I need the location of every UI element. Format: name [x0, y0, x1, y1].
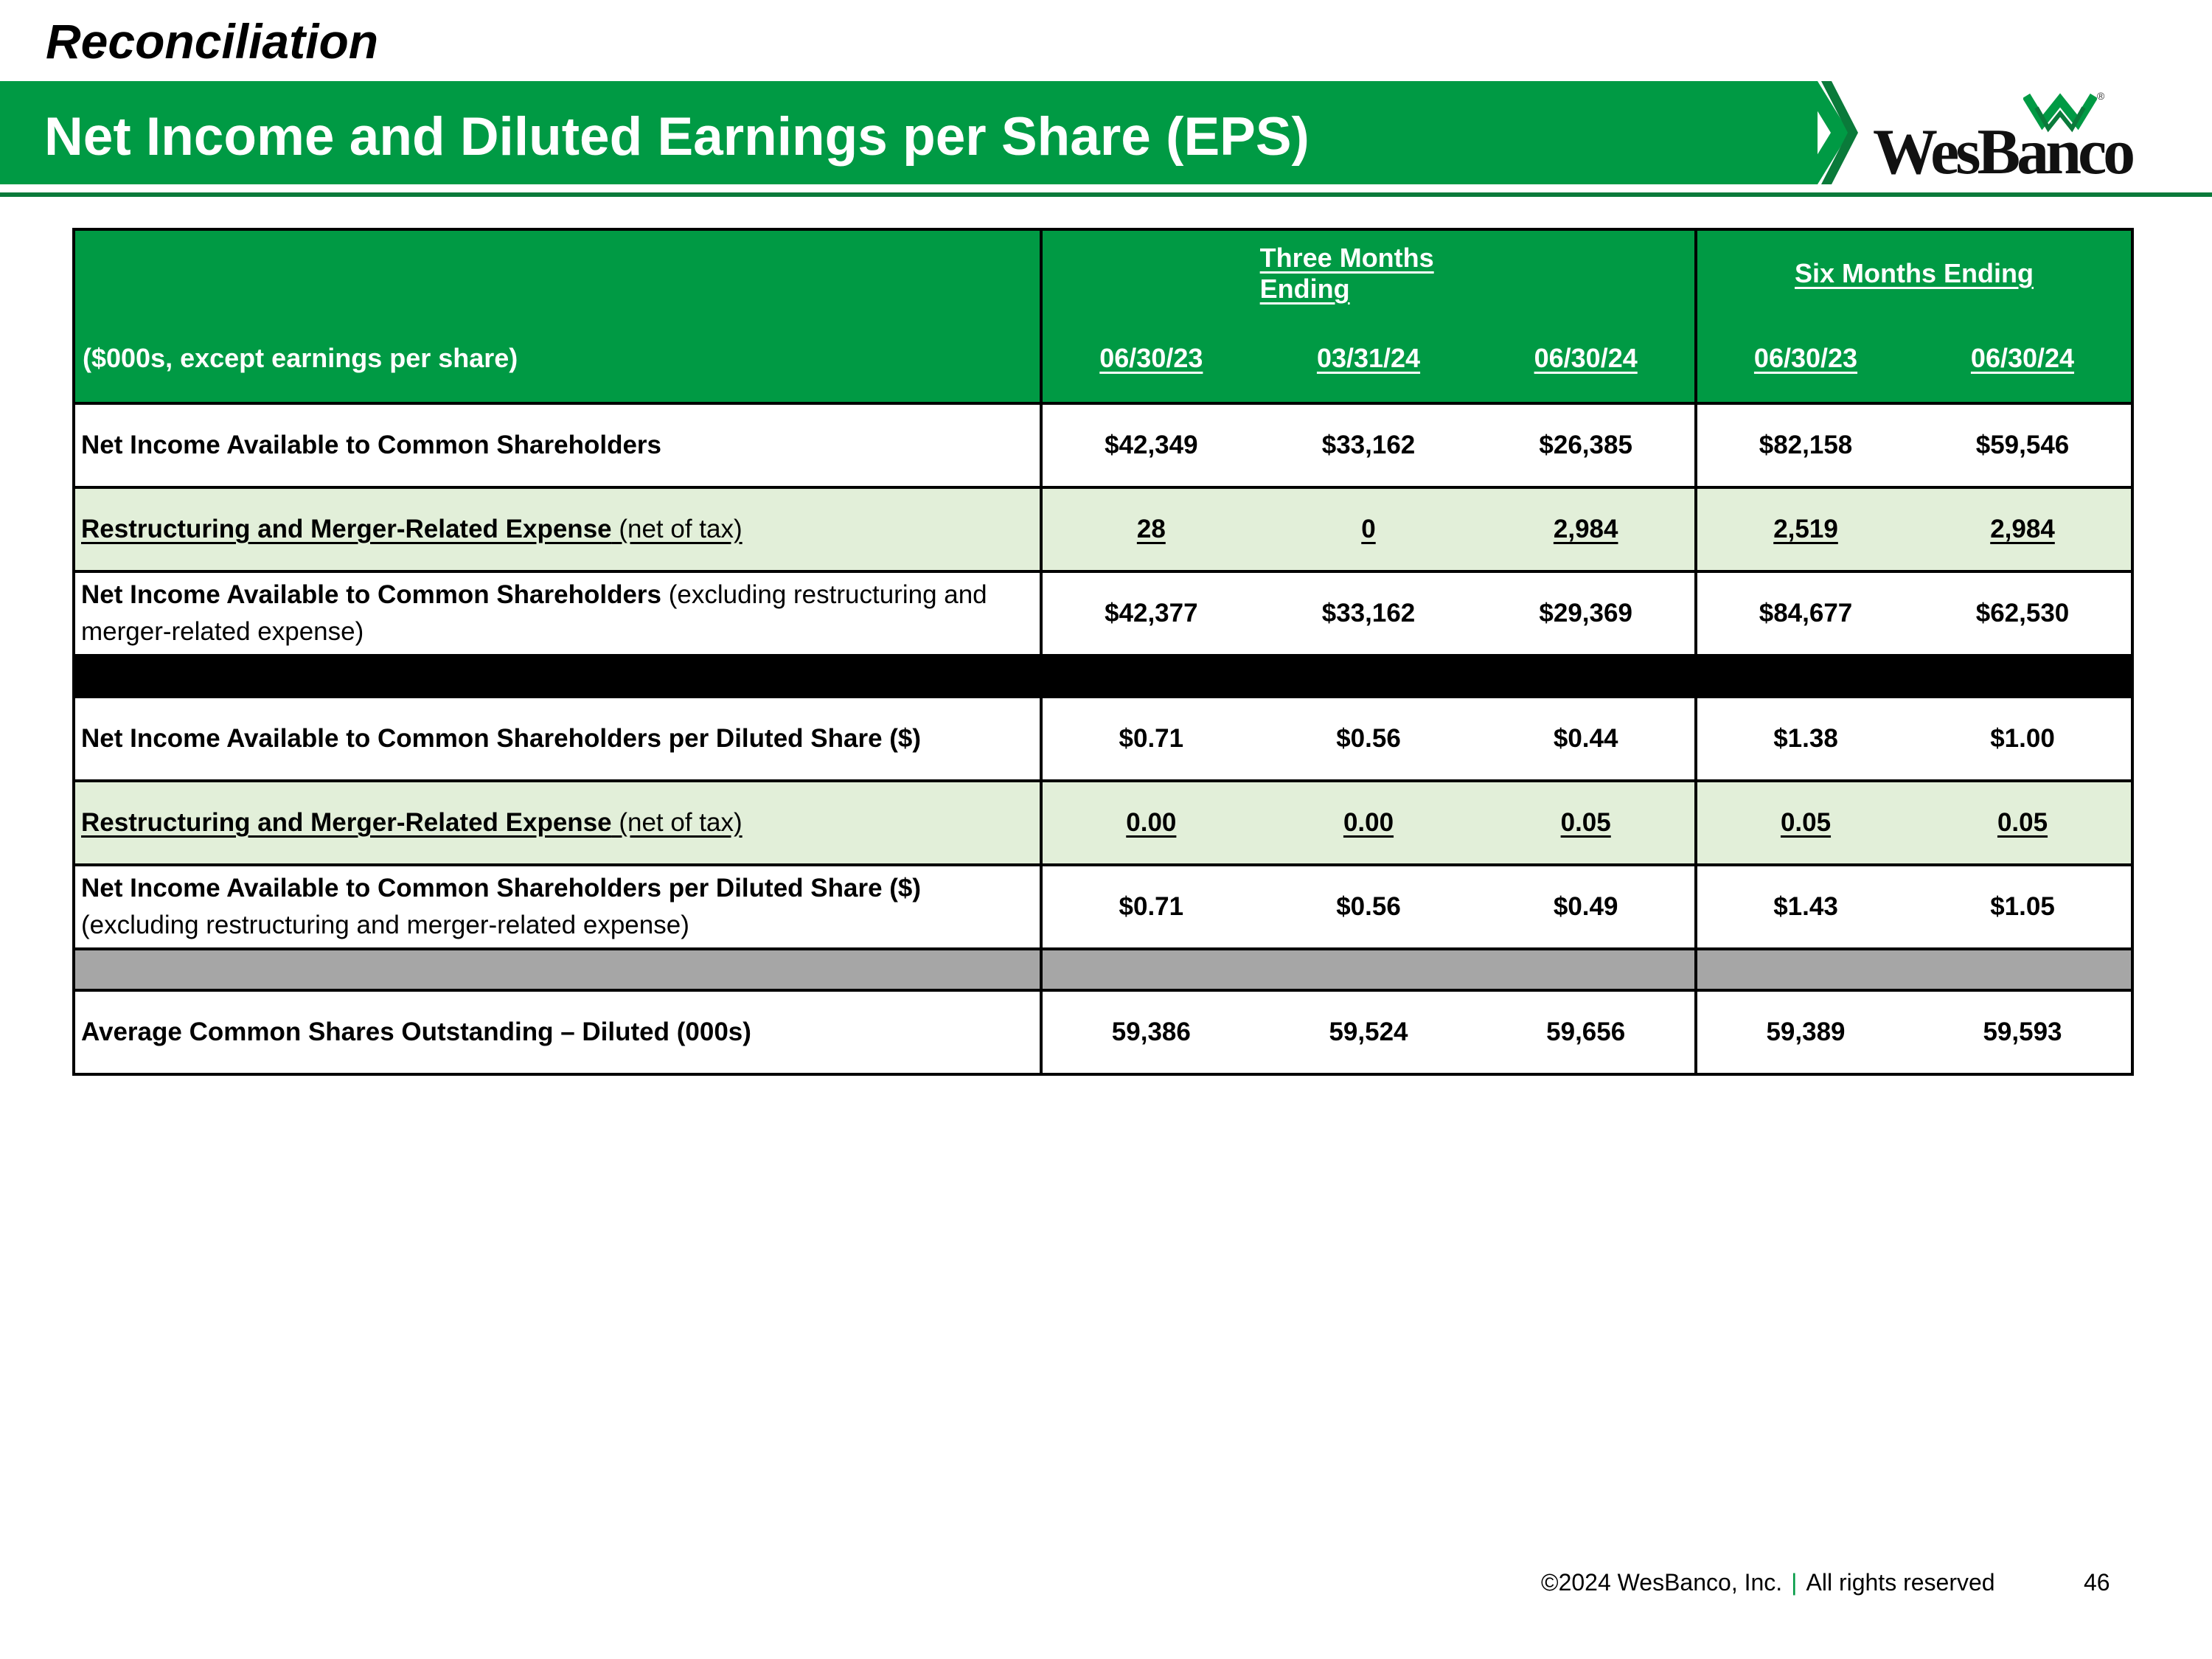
section-title: Reconciliation: [46, 14, 379, 69]
table-cell: $1.38: [1773, 724, 1838, 753]
three-months-header: 06/30/23 Three Months Ending 03/31/24 06/…: [1040, 228, 1697, 405]
page-title: Net Income and Diluted Earnings per Shar…: [44, 107, 1310, 167]
table-cell: 28: [1136, 515, 1166, 543]
table-cell: 2,984: [1990, 515, 2055, 543]
table-row: Average Common Shares Outstanding – Dilu…: [72, 990, 2134, 1076]
table-cell: $1.43: [1773, 892, 1838, 921]
date-header: 06/30/23: [1753, 343, 1858, 373]
table-cell: 0.05: [1780, 808, 1832, 837]
date-header: 06/30/23: [1099, 343, 1203, 373]
row-label: Average Common Shares Outstanding – Dilu…: [72, 990, 1043, 1076]
table-cell: $33,162: [1321, 431, 1416, 459]
table-cell: $0.56: [1336, 724, 1401, 753]
separator-row: [72, 949, 2134, 992]
table-cell: $26,385: [1539, 431, 1632, 459]
table-cell: 0: [1361, 515, 1376, 543]
table-row: Restructuring and Merger-Related Expense…: [72, 781, 2134, 866]
page-number: 46: [2084, 1569, 2110, 1596]
row-label: Net Income Available to Common Sharehold…: [72, 865, 1043, 950]
table-cell: $62,530: [1975, 599, 2070, 627]
wesbanco-mark-icon: [2023, 93, 2097, 133]
table-cell: $1.05: [1990, 892, 2055, 921]
footer: ©2024 WesBanco, Inc. | All rights reserved: [1541, 1569, 1995, 1596]
logo-registered-mark: ®: [2097, 90, 2105, 102]
table-cell: $82,158: [1759, 431, 1853, 459]
units-label: ($000s, except earnings per share): [72, 228, 1043, 405]
footer-separator: |: [1791, 1569, 1798, 1596]
separator-row: [72, 655, 2134, 698]
table-cell: 59,524: [1329, 1018, 1408, 1046]
table-cell: 0.00: [1343, 808, 1394, 837]
row-label: Restructuring and Merger-Related Expense…: [72, 487, 1043, 573]
table-cell: 2,519: [1773, 515, 1838, 543]
table-cell: $1.00: [1990, 724, 2055, 753]
wesbanco-logo: ® WesBanco: [1873, 87, 2138, 188]
table-cell: 0.05: [1560, 808, 1611, 837]
row-label: Net Income Available to Common Sharehold…: [72, 697, 1043, 782]
table-cell: $42,349: [1105, 431, 1198, 459]
logo-wordmark: WesBanco: [1873, 116, 2135, 188]
table-cell: $0.44: [1553, 724, 1618, 753]
table-cell: $42,377: [1105, 599, 1198, 627]
table-row: Net Income Available to Common Sharehold…: [72, 697, 2134, 782]
row-label: Restructuring and Merger-Related Expense…: [72, 781, 1043, 866]
table-cell: 0.00: [1126, 808, 1177, 837]
date-header: 06/30/24: [1970, 343, 2075, 373]
row-label: Net Income Available to Common Sharehold…: [72, 571, 1043, 657]
group-header-three-months: Three Months Ending: [1259, 243, 1434, 304]
table-cell: 59,386: [1111, 1018, 1191, 1046]
table-row: Net Income Available to Common Sharehold…: [72, 403, 2134, 489]
table-cell: $0.71: [1119, 724, 1184, 753]
chevron-decoration-icon: [1799, 81, 1858, 184]
table-header-row: ($000s, except earnings per share) 06/30…: [72, 228, 2134, 405]
date-header: 03/31/24: [1316, 343, 1421, 373]
reconciliation-table: ($000s, except earnings per share) 06/30…: [72, 228, 2134, 1076]
table-row: Net Income Available to Common Sharehold…: [72, 865, 2134, 950]
footer-copyright: ©2024 WesBanco, Inc.: [1541, 1569, 1783, 1596]
table-cell: $0.56: [1336, 892, 1401, 921]
table-cell: 2,984: [1553, 515, 1618, 543]
row-label: Net Income Available to Common Sharehold…: [72, 403, 1043, 489]
table-cell: 59,593: [1983, 1018, 2062, 1046]
table-cell: $0.49: [1553, 892, 1618, 921]
table-cell: $29,369: [1539, 599, 1632, 627]
six-months-header: Six Months Ending 06/30/23 06/30/24: [1694, 228, 2134, 405]
table-cell: $84,677: [1759, 599, 1853, 627]
date-header: 06/30/24: [1534, 343, 1638, 373]
table-cell: 59,656: [1546, 1018, 1626, 1046]
table-cell: $59,546: [1975, 431, 2070, 459]
table-cell: 59,389: [1766, 1018, 1846, 1046]
table-cell: $0.71: [1119, 892, 1184, 921]
table-cell: $33,162: [1321, 599, 1416, 627]
footer-rights: All rights reserved: [1806, 1569, 1995, 1596]
table-cell: 0.05: [1997, 808, 2048, 837]
title-rule: [0, 192, 2212, 197]
group-header-six-months: Six Months Ending: [1795, 258, 2034, 288]
table-row: Net Income Available to Common Sharehold…: [72, 571, 2134, 657]
table-row: Restructuring and Merger-Related Expense…: [72, 487, 2134, 573]
title-banner: Net Income and Diluted Earnings per Shar…: [0, 81, 1818, 184]
